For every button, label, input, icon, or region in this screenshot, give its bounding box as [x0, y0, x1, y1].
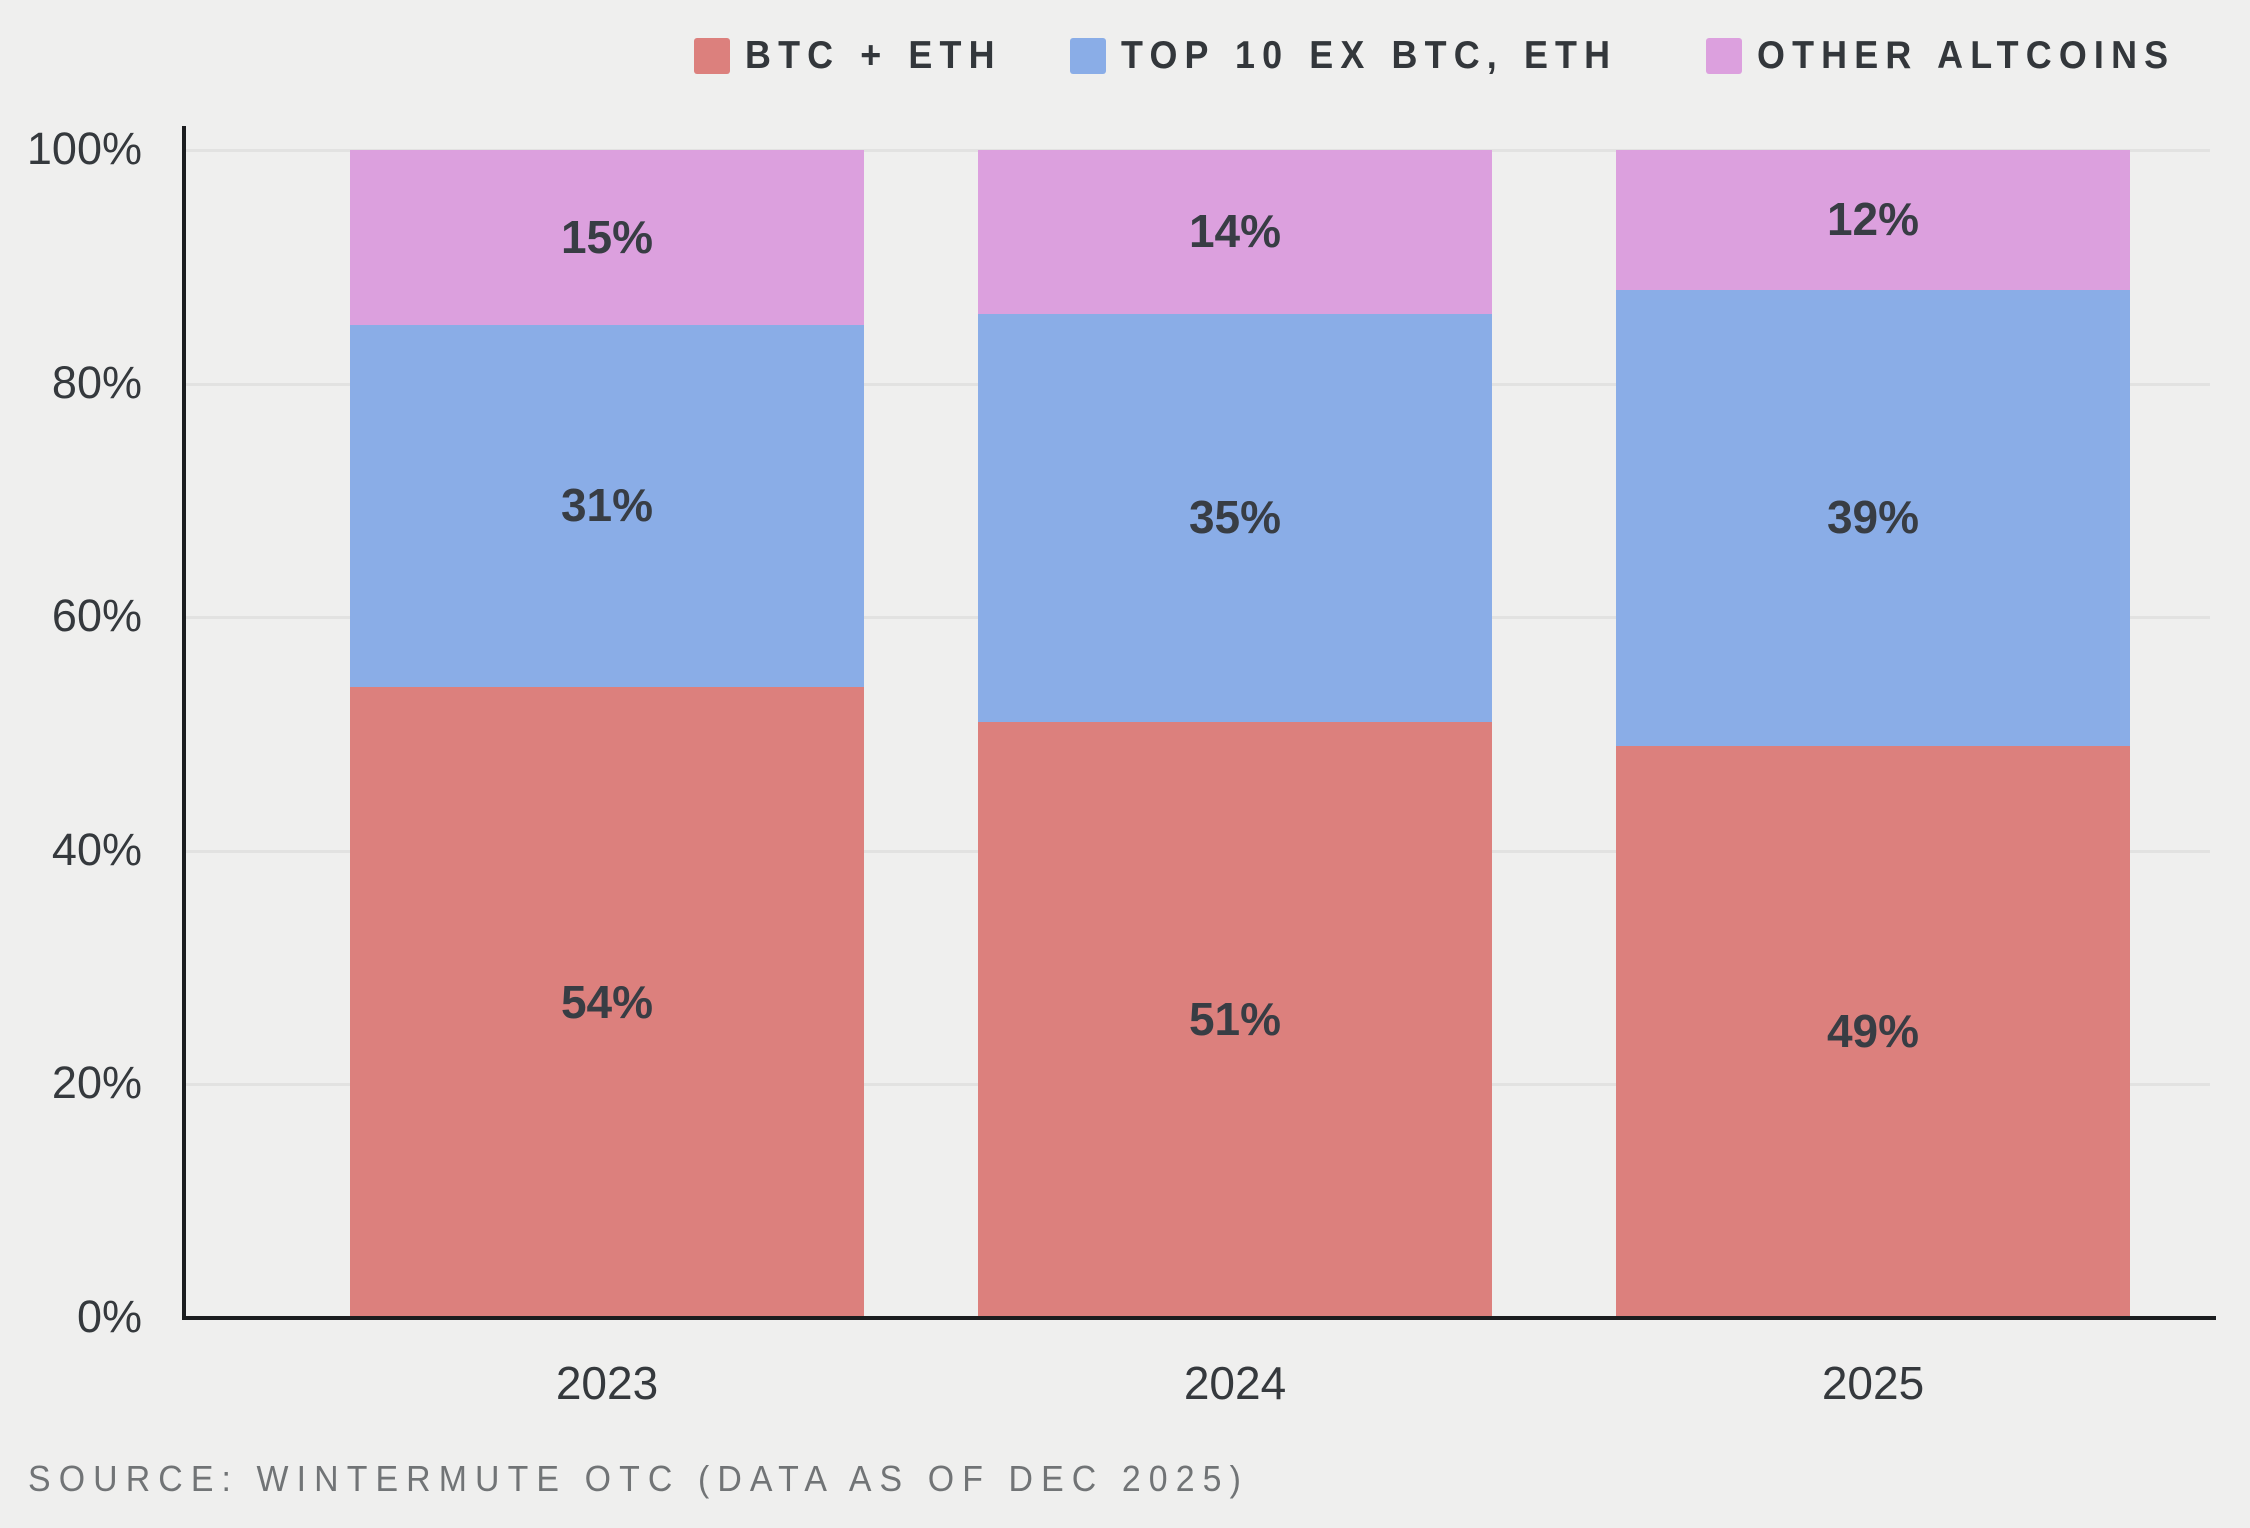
x-tick-label: 2023 — [555, 1357, 659, 1409]
legend-item-label: OTHER ALTCOINS — [1757, 34, 2176, 77]
bar-value-label: 49% — [1826, 1004, 1920, 1057]
bar-segment: 31% — [350, 325, 864, 688]
y-axis-line — [182, 126, 186, 1320]
bar-value-label: 39% — [1826, 490, 1920, 543]
y-tick-label: 100% — [26, 123, 142, 174]
bar-value-label: 12% — [1826, 193, 1920, 246]
bar-value-label: 51% — [1188, 993, 1282, 1046]
bar-segment: 54% — [350, 687, 864, 1318]
y-tick-label: 0% — [76, 1291, 142, 1342]
bar-value-label: 15% — [560, 210, 654, 263]
legend-swatch-icon — [693, 38, 730, 74]
bar-value-label: 54% — [560, 975, 654, 1028]
plot-area: 15% 31% 54% 14% 35% 51% 12% 39% 49% — [186, 149, 2210, 1318]
chart-legend: BTC + ETH TOP 10 EX BTC, ETH OTHER ALTCOIN… — [693, 34, 2212, 78]
bar-segment: 51% — [978, 722, 1492, 1318]
legend-item: BTC + ETH — [693, 34, 1024, 78]
x-axis-line — [182, 1316, 2216, 1320]
y-tick-label: 60% — [51, 590, 142, 642]
bar-value-label: 14% — [1188, 204, 1282, 257]
bar-2023: 15% 31% 54% — [350, 150, 864, 1318]
legend-item: TOP 10 EX BTC, ETH — [1069, 34, 1660, 78]
source-note: SOURCE: WINTERMUTE OTC (DATA AS OF DEC 2… — [28, 1458, 1250, 1499]
bar-segment: 12% — [1616, 150, 2130, 291]
legend-item: OTHER ALTCOINS — [1706, 34, 2212, 78]
bar-segment: 14% — [978, 150, 1492, 314]
bar-value-label: 35% — [1188, 490, 1282, 543]
y-tick-label: 40% — [51, 823, 142, 875]
x-tick-label: 2024 — [1183, 1357, 1287, 1409]
legend-item-label: BTC + ETH — [744, 34, 1002, 77]
bar-segment: 15% — [350, 150, 864, 326]
y-tick-label: 80% — [51, 356, 142, 408]
bar-segment: 35% — [978, 313, 1492, 723]
bar-value-label: 31% — [560, 479, 654, 532]
y-tick-label: 20% — [51, 1057, 142, 1109]
bar-segment: 39% — [1616, 290, 2130, 746]
bar-2024: 14% 35% 51% — [978, 150, 1492, 1318]
legend-item-label: TOP 10 EX BTC, ETH — [1120, 34, 1618, 77]
legend-swatch-icon — [1069, 38, 1106, 74]
legend-swatch-icon — [1706, 38, 1743, 74]
bar-segment: 49% — [1616, 745, 2130, 1318]
x-tick-label: 2025 — [1821, 1357, 1925, 1409]
bar-2025: 12% 39% 49% — [1616, 150, 2130, 1318]
